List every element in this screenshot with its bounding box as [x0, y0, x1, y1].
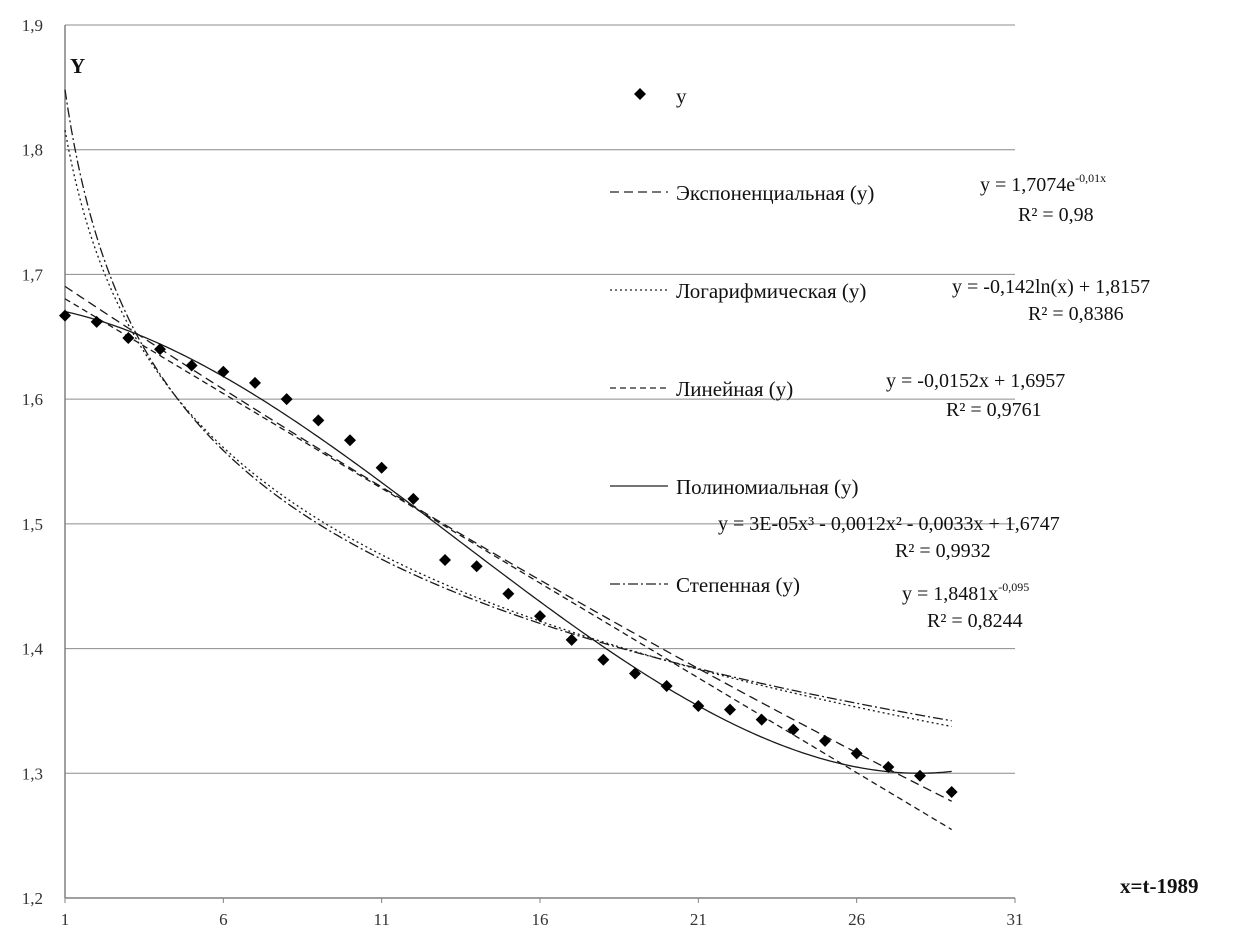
- y-tick-labels: 1,2 1,3 1,4 1,5 1,6 1,7 1,8 1,9: [22, 16, 44, 908]
- r2-linear: R² = 0,9761: [946, 399, 1042, 421]
- data-point: [59, 310, 71, 322]
- y-tick-label: 1,6: [22, 390, 43, 409]
- equation-linear: y = -0,0152x + 1,6957: [886, 370, 1065, 392]
- x-tick-label: 16: [532, 910, 549, 929]
- r2-power: R² = 0,8244: [927, 610, 1023, 632]
- legend-label-power: Степенная (y): [676, 573, 800, 597]
- data-point: [724, 704, 736, 716]
- data-point: [154, 343, 166, 355]
- data-point: [439, 554, 451, 566]
- data-point: [281, 393, 293, 405]
- data-point: [376, 462, 388, 474]
- trendline-polynomial: [65, 312, 952, 774]
- y-tick-label: 1,5: [22, 515, 43, 534]
- trendline-exponential: [65, 286, 952, 801]
- legend-label-exponential: Экспоненциальная (y): [676, 181, 874, 205]
- y-tick-label: 1,3: [22, 764, 43, 783]
- data-point: [122, 332, 134, 344]
- equation-polynomial: y = 3E-05x³ - 0,0012x² - 0,0033x + 1,674…: [718, 513, 1060, 535]
- data-points: [59, 310, 958, 798]
- equation-power: y = 1,8481x-0,095: [902, 580, 1029, 605]
- data-point: [946, 786, 958, 798]
- data-point: [851, 747, 863, 759]
- data-point: [312, 414, 324, 426]
- data-point: [756, 714, 768, 726]
- x-tick-label: 26: [848, 910, 865, 929]
- x-tick-labels: 1 6 11 16 21 26 31: [61, 898, 1024, 929]
- legend-label-polynomial: Полиномиальная (y): [676, 475, 859, 499]
- equation-logarithmic: y = -0,142ln(x) + 1,8157: [952, 276, 1150, 298]
- legend-label-logarithmic: Логарифмическая (y): [676, 279, 866, 303]
- x-tick-label: 31: [1007, 910, 1024, 929]
- x-tick-label: 21: [690, 910, 707, 929]
- data-point: [566, 634, 578, 646]
- data-point: [249, 377, 261, 389]
- legend-label-linear: Линейная (y): [676, 377, 793, 401]
- data-point: [819, 735, 831, 747]
- y-tick-label: 1,7: [22, 265, 44, 284]
- trendline-linear: [65, 299, 952, 830]
- trendline-equations: y = 1,7074e-0,01x R² = 0,98 y = -0,142ln…: [718, 171, 1150, 632]
- r2-logarithmic: R² = 0,8386: [1028, 303, 1124, 325]
- legend-label-y: y: [676, 84, 687, 108]
- x-axis-title: x=t-1989: [1120, 874, 1198, 898]
- data-point: [471, 560, 483, 572]
- y-tick-label: 1,8: [22, 141, 43, 160]
- equation-exponential: y = 1,7074e-0,01x: [980, 171, 1106, 196]
- data-point: [217, 366, 229, 378]
- y-axis-title: Y: [70, 54, 85, 78]
- x-tick-label: 11: [373, 910, 389, 929]
- x-tick-label: 6: [219, 910, 228, 929]
- data-point: [597, 654, 609, 666]
- legend-marker-y: [634, 88, 646, 100]
- data-point: [91, 316, 103, 328]
- y-tick-label: 1,4: [22, 640, 44, 659]
- x-tick-label: 1: [61, 910, 70, 929]
- r2-polynomial: R² = 0,9932: [895, 540, 991, 562]
- data-point: [787, 724, 799, 736]
- data-point: [344, 434, 356, 446]
- r2-exponential: R² = 0,98: [1018, 204, 1094, 226]
- data-point: [914, 770, 926, 782]
- data-point: [692, 700, 704, 712]
- data-point: [502, 588, 514, 600]
- y-tick-label: 1,2: [22, 889, 43, 908]
- gridlines: [65, 25, 1015, 773]
- data-point: [629, 668, 641, 680]
- y-tick-label: 1,9: [22, 16, 43, 35]
- trendline-logarithmic: [65, 130, 952, 726]
